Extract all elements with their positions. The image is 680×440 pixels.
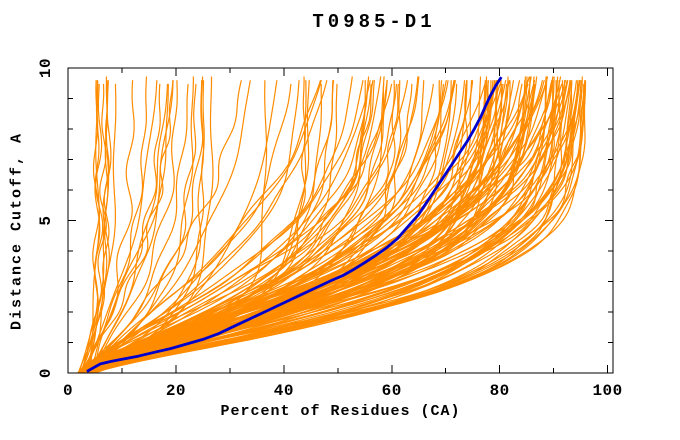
model-curve [88, 80, 364, 374]
model-curve [95, 76, 530, 374]
x-tick-label: 0 [63, 382, 73, 400]
model-curve [94, 76, 420, 374]
model-curve [80, 76, 538, 374]
plot-title: T0985-D1 [312, 11, 436, 33]
model-curve [90, 80, 587, 374]
model-curve [79, 76, 353, 374]
highlighted-model-curve [86, 76, 503, 373]
model-curve [91, 83, 504, 374]
model-curve [90, 80, 568, 374]
model-curve [86, 80, 371, 374]
model-curve [79, 83, 322, 374]
model-curve [91, 83, 393, 374]
model-curve [86, 76, 583, 374]
model-curve [82, 83, 398, 374]
x-tick-label: 60 [382, 382, 402, 400]
model-curve [82, 83, 573, 374]
model-curve [78, 80, 328, 374]
model-curve [82, 76, 535, 374]
model-curve [89, 80, 579, 374]
model-curve [83, 80, 374, 374]
x-tick-label: 20 [166, 382, 186, 400]
model-curve [93, 80, 322, 374]
model-curve [77, 80, 492, 374]
model-curve [88, 83, 579, 374]
model-curve [87, 80, 100, 374]
model-curve [90, 80, 580, 374]
model-curve [84, 76, 532, 374]
y-tick-label: 0 [37, 368, 55, 378]
model-curve [79, 83, 189, 374]
model-curve [87, 80, 101, 374]
model-curve [85, 83, 161, 374]
model-curve [88, 83, 197, 374]
model-curve [93, 80, 178, 374]
model-curve [79, 80, 369, 374]
y-tick-label: 10 [37, 58, 55, 78]
model-curve [95, 76, 370, 374]
model-curve [85, 80, 521, 374]
model-curve [77, 83, 434, 374]
model-curve [87, 83, 586, 374]
model-curve [87, 76, 385, 374]
x-axis-label: Percent of Residues (CA) [220, 403, 461, 420]
x-tick-label: 40 [274, 382, 294, 400]
model-curve [90, 76, 109, 374]
model-curve [84, 80, 158, 374]
model-curve [93, 83, 579, 374]
model-curve [94, 80, 560, 374]
model-curve [80, 80, 174, 374]
model-curve [79, 80, 554, 374]
model-curve [86, 80, 468, 374]
x-tick-label: 100 [592, 382, 622, 400]
x-tick-label: 80 [490, 382, 510, 400]
model-curve [80, 83, 104, 374]
model-curve [85, 83, 169, 374]
y-tick-label: 5 [37, 215, 55, 225]
model-curve [81, 76, 526, 374]
model-curve [85, 76, 148, 374]
model-curve [94, 76, 382, 374]
model-curve [87, 80, 497, 374]
model-curve [83, 80, 366, 374]
